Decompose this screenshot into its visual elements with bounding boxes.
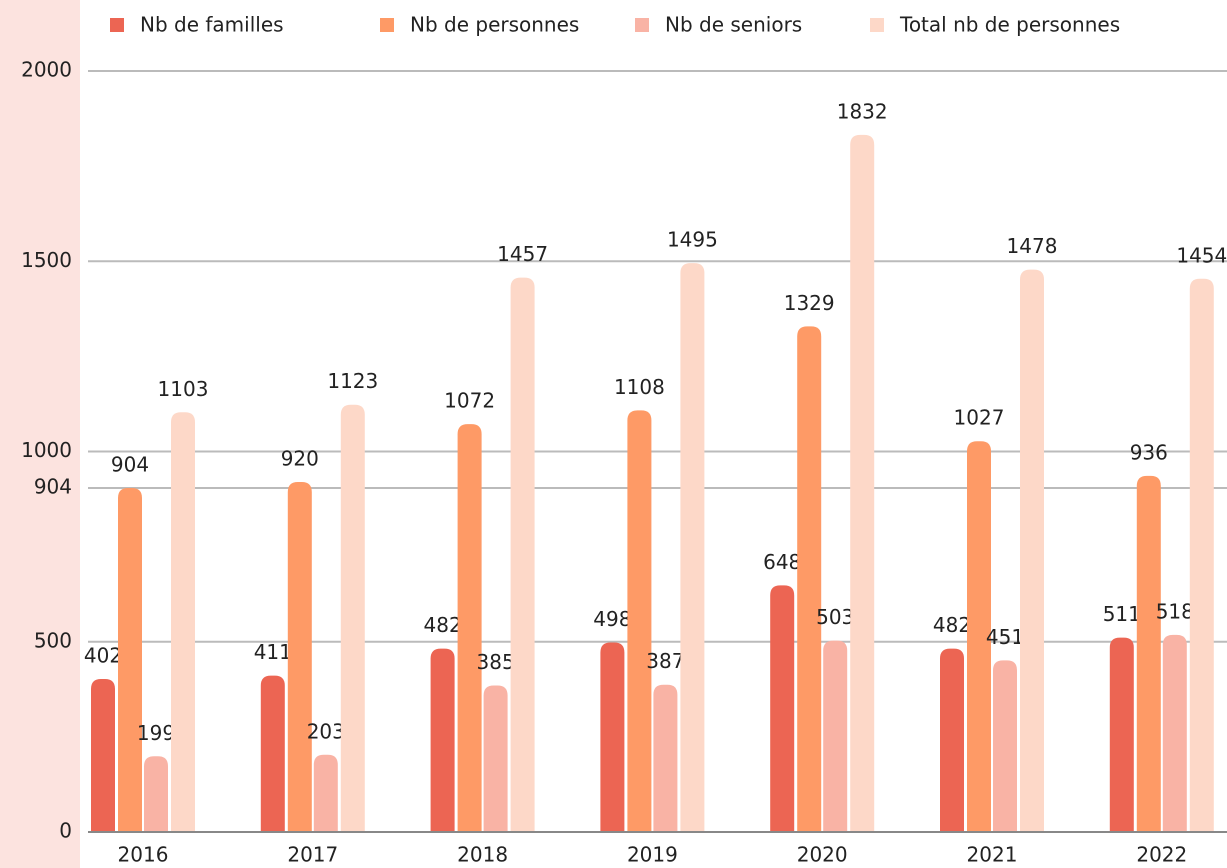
x-tick-label: 2016 [118,843,169,867]
bar [340,404,365,832]
bar [91,679,115,832]
value-label: 518 [1156,599,1194,623]
value-label: 387 [646,649,684,673]
y-tick-label: 1500 [21,248,72,272]
value-label: 1329 [784,291,835,315]
value-label: 1495 [667,228,718,252]
bar [287,481,312,832]
legend-label: Nb de personnes [410,13,579,37]
bar [1189,278,1214,832]
legend-swatch [635,18,649,32]
value-label: 199 [137,721,175,745]
y-tick-label: 0 [59,819,72,843]
bar [430,648,455,832]
bar [823,640,848,832]
y-tick-label: 2000 [21,58,72,82]
bar [483,685,508,832]
value-label: 1027 [954,406,1005,430]
value-label: 203 [307,719,345,743]
value-label: 385 [477,650,515,674]
value-label: 1454 [1176,243,1227,267]
x-tick-label: 2021 [967,843,1018,867]
value-label: 402 [84,644,122,668]
bar [850,134,875,832]
value-label: 1478 [1007,234,1058,258]
bar [680,263,705,833]
value-label: 411 [254,640,292,664]
bar [457,424,482,832]
bar [1020,269,1044,833]
value-label: 482 [933,613,971,637]
bar [1136,475,1161,832]
side-strip [0,0,80,868]
legend-swatch [870,18,884,32]
bar [770,585,795,832]
bar [993,660,1017,832]
value-label: 503 [816,605,854,629]
bar [118,488,142,832]
bar [600,642,625,832]
legend-swatch [380,18,394,32]
bar [653,684,678,832]
value-label: 648 [763,550,801,574]
value-label: 920 [281,446,319,470]
value-label: 1072 [444,389,495,413]
y-tick-label: 500 [34,628,72,652]
bar [510,277,535,832]
y-tick-label: 904 [34,475,72,499]
bar [967,441,991,832]
value-label: 451 [986,625,1024,649]
value-label: 904 [111,453,149,477]
bar [797,326,822,832]
value-label: 936 [1130,440,1168,464]
bar [940,648,964,832]
value-label: 1108 [614,375,665,399]
value-label: 1457 [497,242,548,266]
bar [260,675,285,832]
bar [1162,634,1187,832]
legend-label: Nb de familles [140,13,284,37]
bar [1109,637,1134,832]
value-label: 1832 [837,99,888,123]
bar [171,412,195,832]
x-tick-label: 2018 [457,843,508,867]
x-tick-label: 2019 [627,843,678,867]
legend-label: Total nb de personnes [899,13,1120,37]
x-tick-label: 2017 [287,843,338,867]
bar [313,754,338,832]
bar [627,410,652,832]
legend-label: Nb de seniors [665,13,802,37]
legend-swatch [110,18,124,32]
value-label: 482 [424,613,462,637]
value-label: 498 [593,607,631,631]
x-tick-label: 2022 [1136,843,1187,867]
x-tick-label: 2020 [797,843,848,867]
bar [144,756,168,832]
value-label: 1123 [327,369,378,393]
y-tick-label: 1000 [21,438,72,462]
value-label: 511 [1103,602,1141,626]
value-label: 1103 [158,377,209,401]
